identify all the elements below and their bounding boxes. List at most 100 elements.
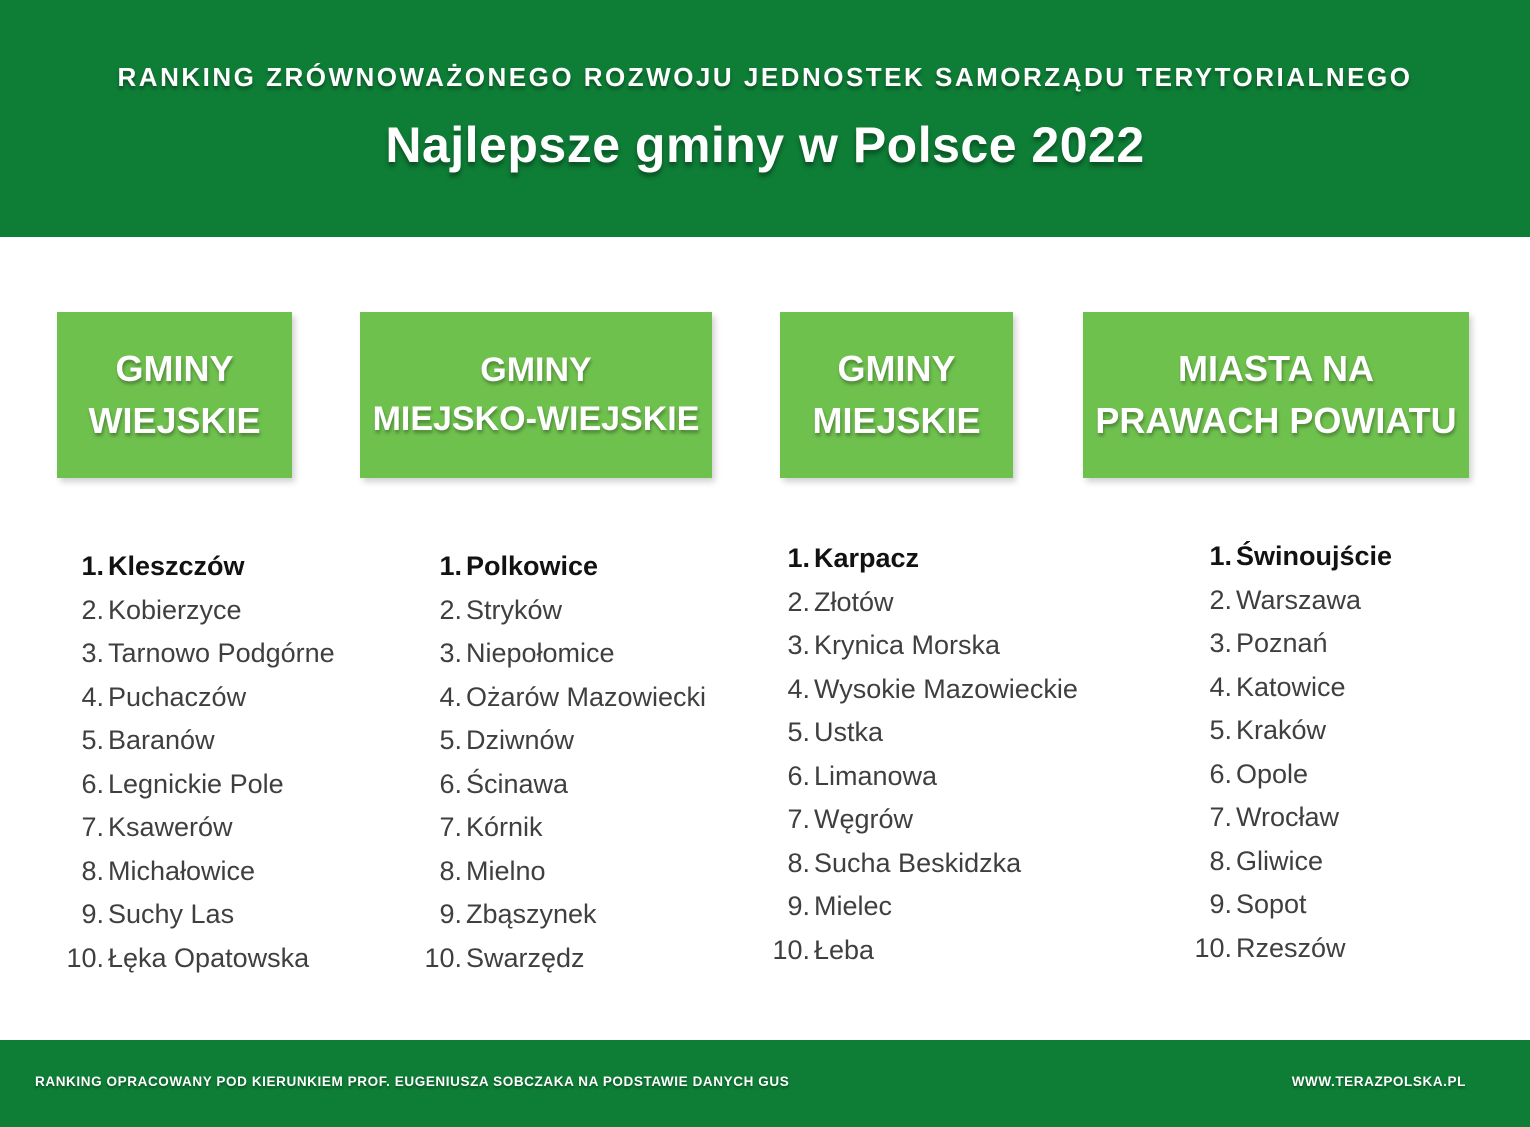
ranking-item: 5. Ustka (766, 711, 1078, 755)
ranking-item: 2. Kobierzyce (60, 589, 335, 633)
ranking-item: 6. Limanowa (766, 755, 1078, 799)
municipality-name: Polkowice (466, 551, 599, 582)
ranking-item: 10. Swarzędz (418, 937, 706, 981)
ranking-item: 10. Rzeszów (1188, 927, 1392, 971)
column-heading-line: MIEJSKIE (812, 400, 981, 441)
municipality-name: Mielec (814, 891, 893, 922)
ranking-item: 6. Opole (1188, 753, 1392, 797)
municipality-name: Wysokie Mazowieckie (814, 673, 1078, 704)
ranking-item: 1. Świnoujście (1188, 535, 1392, 579)
rank-number: 2. (81, 594, 104, 625)
ranking-item: 7. Ksawerów (60, 806, 335, 850)
rank-number: 6. (439, 768, 462, 799)
municipality-name: Warszawa (1236, 584, 1362, 615)
rank-number: 10. (772, 934, 810, 965)
rank-number: 3. (1209, 628, 1232, 659)
rank-number: 1. (787, 543, 810, 574)
municipality-name: Stryków (466, 594, 563, 625)
rank-number: 8. (1209, 845, 1232, 876)
rank-number: 5. (1209, 715, 1232, 746)
ranking-item: 2. Stryków (418, 589, 706, 633)
municipality-name: Karpacz (814, 543, 920, 574)
rank-number: 2. (1209, 584, 1232, 615)
rank-number: 9. (439, 899, 462, 930)
municipality-name: Ścinawa (466, 768, 569, 799)
rank-number: 10. (1194, 932, 1232, 963)
municipality-name: Mielno (466, 855, 546, 886)
ranking-item: 4. Wysokie Mazowieckie (766, 668, 1078, 712)
ranking-item: 3. Krynica Morska (766, 624, 1078, 668)
column-header-miasta-na-prawach-powiatu: MIASTA NA PRAWACH POWIATU (1083, 312, 1469, 478)
municipality-name: Ożarów Mazowiecki (466, 681, 707, 712)
page-title: Najlepsze gminy w Polsce 2022 (385, 117, 1145, 173)
column-heading-line: GMINY (837, 347, 956, 389)
ranking-item: 9. Sopot (1188, 883, 1392, 927)
municipality-name: Sopot (1236, 889, 1307, 920)
municipality-name: Poznań (1236, 628, 1328, 659)
ranking-item: 5. Baranów (60, 719, 335, 763)
rank-number: 1. (439, 551, 462, 582)
ranking-item: 9. Mielec (766, 885, 1078, 929)
municipality-name: Złotów (814, 586, 894, 617)
column-heading-line: MIEJSKO-WIEJSKIE (372, 400, 700, 438)
ranking-item: 2. Złotów (766, 581, 1078, 625)
municipality-name: Łeba (814, 934, 875, 965)
municipality-name: Łęka Opatowska (108, 942, 310, 973)
municipality-name: Dziwnów (466, 725, 575, 756)
rank-number: 4. (1209, 671, 1232, 702)
ranking-item: 1. Kleszczów (60, 545, 335, 589)
rank-number: 7. (439, 812, 462, 843)
municipality-name: Ksawerów (108, 812, 233, 843)
municipality-name: Kleszczów (108, 551, 245, 582)
municipality-name: Gliwice (1236, 845, 1324, 876)
column-header-gminy-miejsko-wiejskie: GMINY MIEJSKO-WIEJSKIE (360, 312, 712, 478)
municipality-name: Tarnowo Podgórne (108, 638, 335, 669)
municipality-name: Opole (1236, 758, 1309, 789)
ranking-item: 4. Katowice (1188, 666, 1392, 710)
ranking-item: 8. Gliwice (1188, 840, 1392, 884)
municipality-name: Rzeszów (1236, 932, 1346, 963)
municipality-name: Swarzędz (466, 942, 585, 973)
rank-number: 7. (787, 804, 810, 835)
rank-number: 5. (439, 725, 462, 756)
municipality-name: Baranów (108, 725, 215, 756)
ranking-item: 9. Suchy Las (60, 893, 335, 937)
municipality-name: Kraków (1236, 715, 1327, 746)
rank-number: 7. (1209, 802, 1232, 833)
rank-number: 2. (787, 586, 810, 617)
ranking-list-miasta-na-prawach-powiatu: 1. Świnoujście 2. Warszawa 3. Poznań 4. Katowic… (1188, 535, 1392, 970)
ranking-item: 10. Łęka Opatowska (60, 937, 335, 981)
column-header-gminy-miejskie: GMINY MIEJSKIE (780, 312, 1013, 478)
rank-number: 4. (787, 673, 810, 704)
rank-number: 1. (1209, 541, 1232, 572)
ranking-kicker: RANKING ZRÓWNOWAŻONEGO ROZWOJU JEDNOSTEK… (117, 62, 1413, 92)
rank-number: 3. (787, 630, 810, 661)
rank-number: 8. (787, 847, 810, 878)
rank-number: 8. (81, 855, 104, 886)
municipality-name: Michałowice (108, 855, 256, 886)
rank-number: 6. (787, 760, 810, 791)
column-heading-line: MIASTA NA (1178, 347, 1374, 389)
footer-band (0, 1040, 1530, 1127)
rank-number: 1. (81, 551, 104, 582)
municipality-name: Katowice (1236, 671, 1346, 702)
ranking-item: 7. Wrocław (1188, 796, 1392, 840)
ranking-item: 8. Mielno (418, 850, 706, 894)
ranking-item: 7. Kórnik (418, 806, 706, 850)
rank-number: 7. (81, 812, 104, 843)
municipality-name: Limanowa (814, 760, 938, 791)
rank-number: 5. (81, 725, 104, 756)
ranking-item: 3. Tarnowo Podgórne (60, 632, 335, 676)
rank-number: 10. (424, 942, 462, 973)
rank-number: 9. (81, 899, 104, 930)
rank-number: 10. (66, 942, 104, 973)
municipality-name: Ustka (814, 717, 884, 748)
column-heading-line: WIEJSKIE (88, 400, 261, 441)
municipality-name: Suchy Las (108, 899, 235, 930)
ranking-item: 6. Ścinawa (418, 763, 706, 807)
ranking-item: 10. Łeba (766, 929, 1078, 973)
ranking-item: 8. Sucha Beskidzka (766, 842, 1078, 886)
header-band: RANKING ZRÓWNOWAŻONEGO ROZWOJU JEDNOSTEK… (0, 0, 1530, 237)
ranking-item: 5. Dziwnów (418, 719, 706, 763)
